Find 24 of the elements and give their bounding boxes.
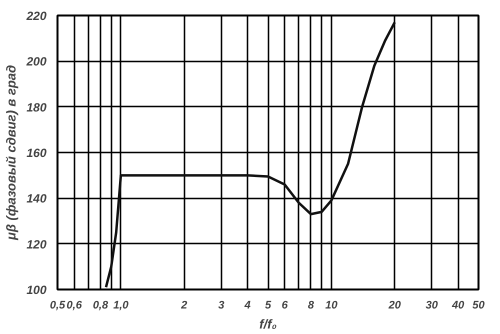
x-tick-label: 5	[264, 300, 272, 312]
y-tick-label: 160	[26, 146, 47, 160]
y-tick-label: 180	[26, 100, 47, 114]
x-tick-label: 1,0	[113, 300, 130, 312]
y-tick-label: 140	[26, 192, 47, 206]
x-tick-label: 50	[472, 300, 486, 312]
x-tick-label: 6	[282, 300, 289, 312]
y-tick-label: 220	[25, 9, 47, 23]
y-tick-label: 100	[26, 283, 47, 297]
x-tick-label: 10	[325, 300, 338, 312]
x-tick-label: 0,5	[50, 300, 66, 312]
x-tick-label: 0,8	[92, 300, 109, 312]
x-axis-title: f/f₀	[259, 316, 277, 332]
x-tick-label: 8	[308, 300, 315, 312]
x-tick-label: 20	[388, 300, 402, 312]
x-tick-label: 3	[218, 300, 224, 312]
y-tick-label: 200	[25, 54, 47, 69]
x-tick-label: 0,6	[66, 300, 83, 312]
x-tick-label: 30	[426, 300, 439, 312]
x-tick-label: 2	[180, 300, 188, 312]
x-tick-label: 4	[244, 300, 251, 312]
x-tick-label: 40	[450, 300, 466, 312]
y-tick-label: 120	[26, 237, 47, 252]
y-axis-title: μβ (фазовый сдвиг) в град	[3, 64, 18, 242]
